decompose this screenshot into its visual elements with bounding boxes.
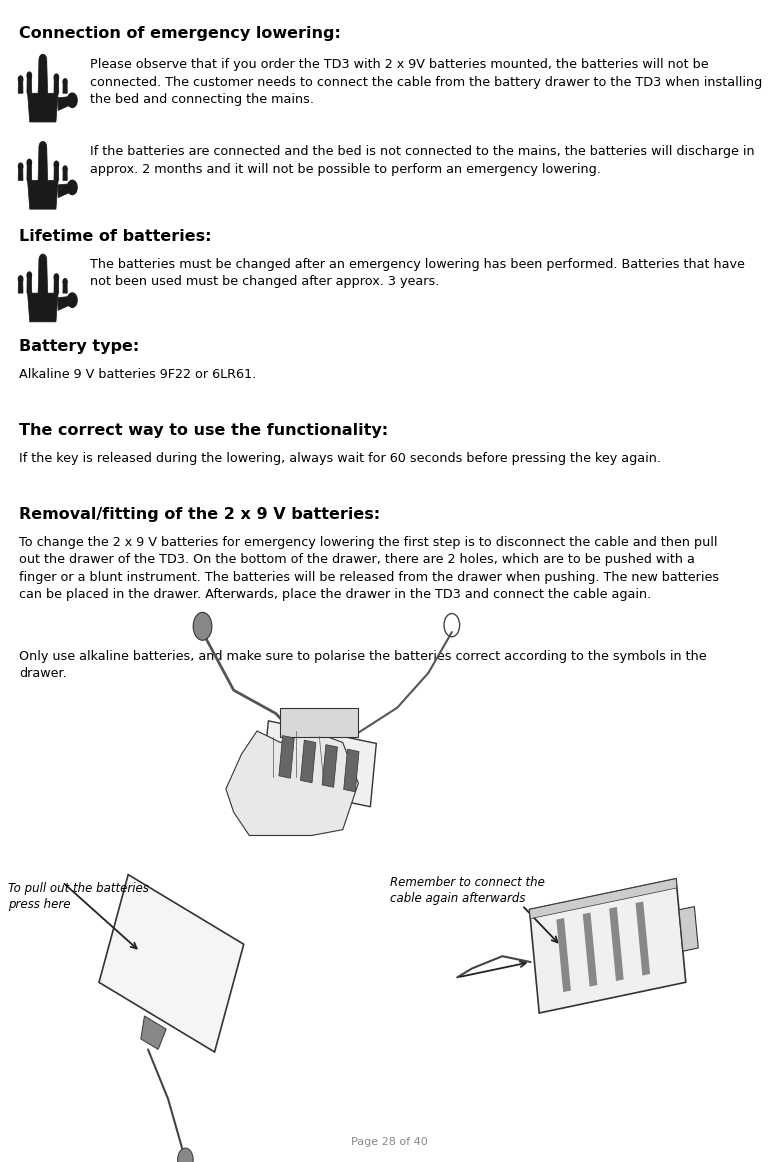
Text: Please observe that if you order the TD3 with 2 x 9V batteries mounted, the batt: Please observe that if you order the TD3… <box>90 58 762 106</box>
Circle shape <box>193 612 212 640</box>
Text: Removal/fitting of the 2 x 9 V batteries:: Removal/fitting of the 2 x 9 V batteries… <box>19 507 381 522</box>
Text: To pull out the batteries
press here: To pull out the batteries press here <box>8 882 149 911</box>
Text: Connection of emergency lowering:: Connection of emergency lowering: <box>19 26 341 41</box>
Circle shape <box>63 166 67 172</box>
Polygon shape <box>58 96 72 110</box>
Polygon shape <box>18 166 23 180</box>
Polygon shape <box>38 62 48 95</box>
Polygon shape <box>679 906 698 952</box>
Circle shape <box>178 1148 193 1162</box>
Polygon shape <box>583 912 597 987</box>
Polygon shape <box>54 77 58 93</box>
Text: Page 28 of 40: Page 28 of 40 <box>351 1136 428 1147</box>
Text: Alkaline 9 V batteries 9F22 or 6LR61.: Alkaline 9 V batteries 9F22 or 6LR61. <box>19 368 257 381</box>
Polygon shape <box>63 168 67 180</box>
Polygon shape <box>27 76 32 93</box>
Polygon shape <box>530 878 677 919</box>
Circle shape <box>39 55 47 66</box>
Circle shape <box>55 74 58 80</box>
Circle shape <box>19 76 23 83</box>
Circle shape <box>127 919 166 977</box>
Circle shape <box>63 279 67 285</box>
Polygon shape <box>63 81 67 93</box>
Polygon shape <box>27 163 32 180</box>
Circle shape <box>63 79 67 85</box>
Polygon shape <box>530 878 686 1013</box>
Circle shape <box>27 272 31 279</box>
Circle shape <box>140 939 153 957</box>
Polygon shape <box>556 918 571 992</box>
Text: If the key is released during the lowering, always wait for 60 seconds before pr: If the key is released during the loweri… <box>19 452 661 465</box>
Polygon shape <box>27 275 32 293</box>
Circle shape <box>68 93 77 107</box>
Circle shape <box>55 162 58 167</box>
Text: To change the 2 x 9 V batteries for emergency lowering the first step is to disc: To change the 2 x 9 V batteries for emer… <box>19 536 720 601</box>
Polygon shape <box>27 293 58 322</box>
Circle shape <box>39 254 47 266</box>
Circle shape <box>27 159 31 166</box>
Polygon shape <box>18 279 23 293</box>
Polygon shape <box>279 736 294 779</box>
Polygon shape <box>280 708 358 737</box>
Circle shape <box>68 293 77 307</box>
Polygon shape <box>54 278 58 293</box>
Circle shape <box>68 180 77 194</box>
Circle shape <box>39 142 47 153</box>
Text: The correct way to use the functionality:: The correct way to use the functionality… <box>19 423 389 438</box>
Polygon shape <box>99 875 244 1052</box>
Polygon shape <box>263 720 376 806</box>
Text: The batteries must be changed after an emergency lowering has been performed. Ba: The batteries must be changed after an e… <box>90 258 745 288</box>
Polygon shape <box>27 93 58 122</box>
Polygon shape <box>54 164 58 180</box>
Polygon shape <box>141 1016 166 1049</box>
Polygon shape <box>609 908 624 981</box>
Circle shape <box>177 949 216 1007</box>
Polygon shape <box>58 184 72 198</box>
Circle shape <box>19 163 23 170</box>
Polygon shape <box>18 79 23 93</box>
Text: Remember to connect the
cable again afterwards: Remember to connect the cable again afte… <box>390 876 545 905</box>
Polygon shape <box>301 740 315 783</box>
Polygon shape <box>63 281 67 293</box>
Polygon shape <box>322 745 337 788</box>
Polygon shape <box>344 749 359 791</box>
Text: Battery type:: Battery type: <box>19 339 139 354</box>
Polygon shape <box>58 296 72 310</box>
Text: If the batteries are connected and the bed is not connected to the mains, the ba: If the batteries are connected and the b… <box>90 145 754 175</box>
Circle shape <box>27 72 31 79</box>
Circle shape <box>55 274 58 280</box>
Polygon shape <box>38 261 48 295</box>
Polygon shape <box>27 180 58 209</box>
Polygon shape <box>636 902 650 976</box>
Text: Lifetime of batteries:: Lifetime of batteries: <box>19 229 212 244</box>
Polygon shape <box>226 731 358 835</box>
Polygon shape <box>38 149 48 182</box>
Text: Only use alkaline batteries, and make sure to polarise the batteries correct acc: Only use alkaline batteries, and make su… <box>19 650 707 680</box>
Circle shape <box>19 275 23 282</box>
